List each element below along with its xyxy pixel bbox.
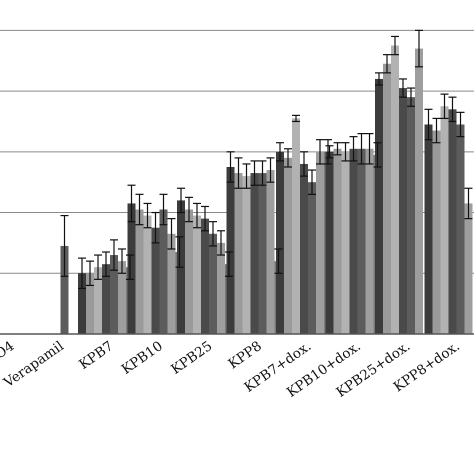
bar	[250, 173, 259, 334]
bar	[226, 167, 235, 334]
bar	[60, 245, 69, 334]
bar	[284, 157, 292, 334]
bar	[167, 233, 176, 334]
bar	[94, 267, 102, 334]
bar	[316, 151, 324, 334]
x-tick-label: KPP8	[225, 338, 264, 372]
x-tick-label: KPB25	[168, 338, 215, 378]
x-tick-label: KPB10	[119, 338, 166, 378]
bar	[266, 170, 275, 334]
bar	[209, 233, 217, 334]
bar	[383, 63, 391, 334]
bar	[432, 130, 441, 334]
bar	[159, 209, 168, 334]
bar	[276, 151, 284, 334]
bar	[341, 151, 350, 334]
x-tick-label: VO4	[0, 338, 17, 368]
bar	[127, 203, 136, 334]
bar	[217, 242, 225, 334]
bar	[118, 261, 126, 334]
bar	[242, 176, 251, 334]
bar	[391, 45, 399, 334]
bar	[234, 173, 243, 334]
bar	[424, 124, 433, 334]
bar	[102, 264, 110, 334]
bar	[300, 163, 308, 334]
x-tick-label: KPB7	[76, 338, 116, 373]
bar	[308, 182, 316, 334]
bar	[110, 255, 118, 334]
bar	[193, 215, 201, 334]
bar	[292, 118, 300, 334]
bar	[415, 48, 423, 334]
bar	[375, 78, 383, 334]
bar	[365, 148, 374, 334]
bar	[258, 173, 267, 334]
bar	[185, 209, 193, 334]
error-bars	[60, 29, 473, 290]
bar	[333, 148, 342, 334]
bar	[448, 109, 457, 335]
bar	[78, 273, 86, 334]
bar	[325, 151, 334, 334]
bar	[143, 215, 152, 334]
bar	[201, 218, 209, 334]
bar	[86, 273, 94, 334]
bar	[464, 203, 473, 334]
bar	[399, 88, 407, 335]
bar	[407, 97, 415, 334]
bar	[456, 124, 465, 334]
bar	[440, 106, 449, 334]
bar	[349, 148, 358, 334]
bar	[135, 209, 144, 334]
bar	[357, 148, 366, 334]
bar	[151, 227, 160, 334]
